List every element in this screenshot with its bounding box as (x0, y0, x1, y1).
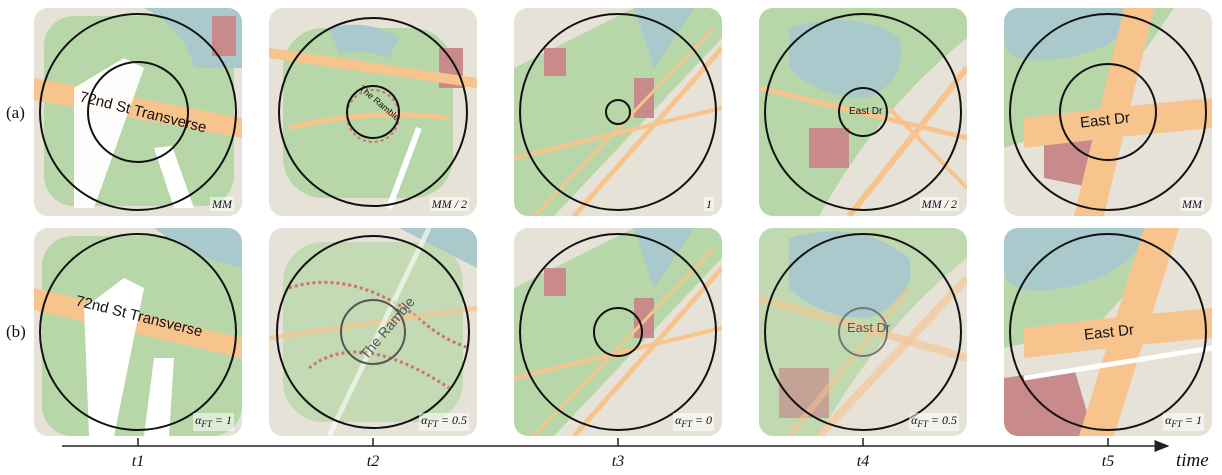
panel-a3: 1 (514, 8, 722, 216)
alpha-subscript: FT (1171, 419, 1182, 429)
alpha-subscript: FT (201, 419, 212, 429)
time-axis-label: time (1176, 450, 1209, 471)
caption-a2: MM / 2 (429, 197, 469, 211)
map-a5 (1004, 8, 1212, 216)
map-b2 (269, 228, 477, 436)
panel-b1: 72nd St Transverse αFT = 1 (34, 228, 242, 436)
road-label-a4: East Dr (849, 106, 883, 117)
map-a2 (269, 8, 477, 216)
alpha-value: = 0.5 (437, 413, 467, 427)
panel-a2: The Ramble MM / 2 (269, 8, 477, 216)
caption-b1: αFT = 1 (193, 413, 234, 431)
row-label-a: (a) (6, 103, 25, 122)
alpha-subscript: FT (681, 419, 692, 429)
panel-a5: East Dr MM (1004, 8, 1212, 216)
panel-a4: East Dr MM / 2 (759, 8, 967, 216)
alpha-value: = 0 (691, 413, 712, 427)
tick-label-t3: t3 (611, 453, 625, 470)
tick-label-t2: t2 (366, 453, 380, 470)
road-label-b4: East Dr (847, 320, 891, 335)
alpha-symbol: α (911, 413, 918, 427)
caption-b2: αFT = 0.5 (419, 413, 469, 431)
map-b3 (514, 228, 722, 436)
alpha-symbol: α (1165, 413, 1172, 427)
tick-label-t1: t1 (131, 453, 145, 470)
alpha-value: = 1 (211, 413, 232, 427)
alpha-value: = 1 (1181, 413, 1202, 427)
caption-a3: 1 (704, 197, 714, 211)
panel-b3: αFT = 0 (514, 228, 722, 436)
caption-b3: αFT = 0 (673, 413, 714, 431)
alpha-subscript: FT (917, 419, 928, 429)
caption-a1: MM (210, 197, 234, 211)
panel-b2: The Ramble αFT = 0.5 (269, 228, 477, 436)
panel-a1: 72nd St Transverse MM (34, 8, 242, 216)
tick-label-t5: t5 (1101, 453, 1115, 470)
caption-b5: αFT = 1 (1163, 413, 1204, 431)
alpha-symbol: α (421, 413, 428, 427)
alpha-symbol: α (675, 413, 682, 427)
row-label-b: (b) (6, 322, 26, 341)
map-b5 (1004, 228, 1212, 436)
alpha-subscript: FT (427, 419, 438, 429)
tick-label-t4: t4 (856, 453, 870, 470)
alpha-symbol: α (195, 413, 202, 427)
caption-a4: MM / 2 (919, 197, 959, 211)
map-b4 (759, 228, 967, 436)
map-a3 (514, 8, 722, 216)
caption-a5: MM (1180, 197, 1204, 211)
alpha-value: = 0.5 (927, 413, 957, 427)
map-a4 (759, 8, 967, 216)
panel-b5: East Dr αFT = 1 (1004, 228, 1212, 436)
caption-b4: αFT = 0.5 (909, 413, 959, 431)
panel-b4: East Dr αFT = 0.5 (759, 228, 967, 436)
map-b1 (34, 228, 242, 436)
map-a1 (34, 8, 242, 216)
